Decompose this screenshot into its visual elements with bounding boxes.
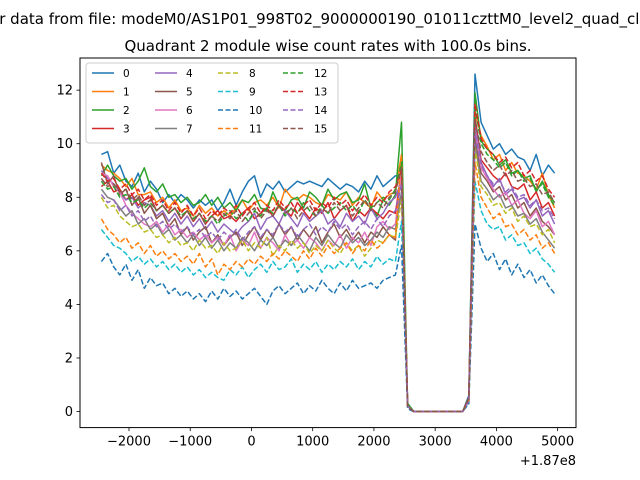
series-line-5 [100, 137, 556, 413]
legend-item-5: 5 [155, 87, 193, 99]
legend-item-10: 10 [218, 105, 262, 117]
legend-item-7: 7 [155, 124, 193, 136]
legend-item-14: 14 [283, 105, 328, 117]
legend-item-11: 11 [218, 124, 262, 136]
y-tick-label: 2 [65, 351, 73, 366]
legend-label: 13 [314, 87, 327, 99]
y-tick-label: 4 [65, 298, 73, 313]
figure-suptitle: Plots for data from file: modeM0/AS1P01_… [0, 10, 640, 29]
legend-item-3: 3 [92, 124, 130, 136]
plot-area: −2000 −1000 0 1000 2000 3000 4000 5000 02468101… [56, 57, 577, 469]
legend-item-8: 8 [218, 68, 256, 80]
chart-title: Quadrant 2 module wise count rates with … [124, 37, 531, 55]
x-tick-label: 2000 [357, 435, 390, 450]
legend-item-4: 4 [155, 68, 193, 80]
legend-frame [85, 62, 339, 144]
legend-label: 8 [249, 68, 256, 80]
series-line-8 [100, 148, 556, 413]
legend-label: 9 [249, 87, 256, 99]
x-axis-offset-label: +1.87e8 [520, 454, 576, 469]
y-tick-label: 6 [65, 244, 73, 259]
legend-item-1: 1 [92, 87, 130, 99]
legend-label: 10 [249, 105, 262, 117]
x-tick-label: 3000 [419, 435, 452, 450]
series-line-7 [100, 142, 556, 413]
legend-label: 3 [123, 124, 130, 136]
legend-label: 1 [123, 87, 130, 99]
legend-item-12: 12 [283, 68, 327, 80]
series-line-9 [100, 180, 556, 413]
x-tick-label: 4000 [480, 435, 513, 450]
legend-item-15: 15 [283, 124, 327, 136]
series-line-12 [100, 105, 556, 413]
series-line-4 [100, 124, 556, 413]
y-tick-label: 12 [56, 84, 73, 99]
x-tick-label: 5000 [541, 435, 574, 450]
series-line-14 [100, 132, 556, 413]
legend-label: 15 [314, 124, 327, 136]
legend-label: 5 [186, 87, 193, 99]
legend-item-13: 13 [283, 87, 327, 99]
axes-frame [79, 57, 577, 429]
legend-label: 12 [314, 68, 327, 80]
legend-label: 11 [249, 124, 262, 136]
x-axis: −2000 −1000 0 1000 2000 3000 4000 5000 [107, 427, 574, 450]
legend-item-9: 9 [218, 87, 256, 99]
legend-item-2: 2 [92, 105, 130, 117]
legend-label: 6 [186, 105, 193, 117]
legend-label: 0 [123, 68, 130, 80]
y-axis: 0 2 4 6 8 10 12 [56, 84, 80, 420]
legend-label: 7 [186, 124, 193, 136]
x-tick-label: −2000 [107, 435, 151, 450]
legend-label: 14 [314, 105, 328, 117]
series-layer [100, 73, 556, 413]
legend-item-0: 0 [92, 68, 130, 80]
legend-label: 4 [186, 68, 193, 80]
x-tick-label: 0 [247, 435, 255, 450]
y-tick-label: 0 [65, 405, 73, 420]
x-tick-label: 1000 [296, 435, 329, 450]
legend-label: 2 [123, 105, 130, 117]
y-tick-label: 10 [56, 137, 73, 152]
x-tick-label: −1000 [168, 435, 212, 450]
series-line-11 [100, 153, 556, 413]
series-line-13 [100, 102, 556, 413]
y-tick-label: 8 [65, 191, 73, 206]
series-line-0 [101, 73, 556, 413]
legend-item-6: 6 [155, 105, 193, 117]
